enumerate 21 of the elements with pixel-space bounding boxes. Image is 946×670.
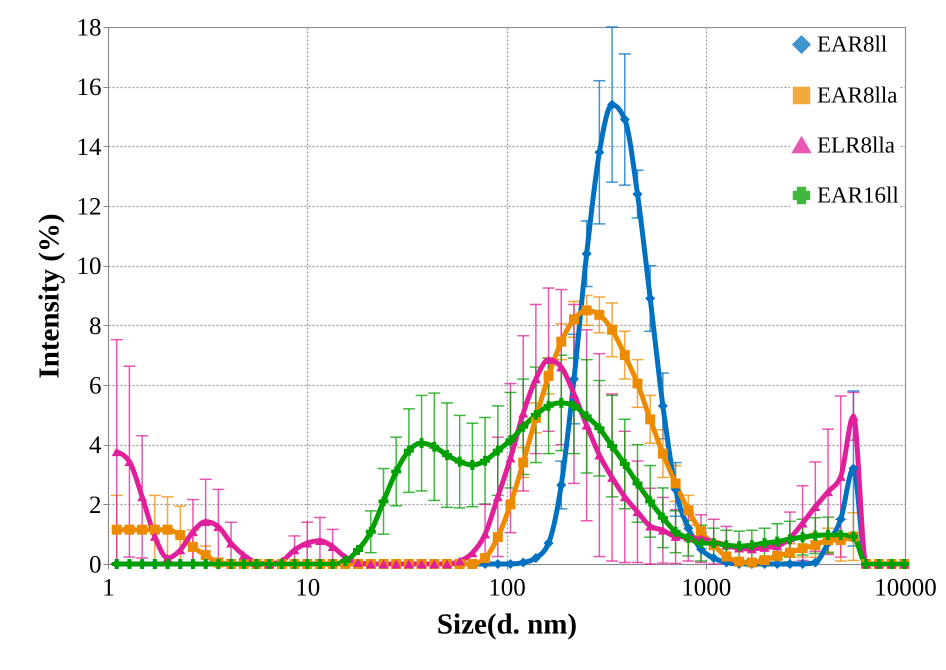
y-tick-label: 4 (89, 432, 102, 460)
legend-label: EAR16ll (817, 182, 899, 208)
y-tick-label: 0 (89, 552, 102, 578)
x-tick-label: 1000 (681, 574, 732, 602)
x-tick-label: 10 (295, 574, 320, 602)
y-tick-label: 10 (76, 253, 102, 280)
y-tick-label: 18 (76, 14, 102, 42)
y-tick-label: 12 (76, 194, 102, 220)
x-tick-label: 100 (488, 574, 526, 602)
x-axis-title: Size(d. nm) (436, 608, 578, 640)
x-tick-label: 10000 (874, 574, 937, 602)
y-axis-title: Intensity (%) (34, 213, 66, 379)
legend-label: ELR8lla (817, 132, 895, 158)
y-tick-label: 8 (89, 312, 102, 340)
y-tick-label: 2 (89, 492, 102, 519)
legend-label: EAR8ll (817, 32, 888, 56)
legend-label: EAR8lla (817, 82, 898, 108)
y-tick-label: 16 (76, 74, 102, 102)
y-tick-label: 6 (89, 372, 102, 400)
x-tick-label: 1 (102, 574, 115, 602)
y-tick-label: 14 (76, 134, 102, 161)
